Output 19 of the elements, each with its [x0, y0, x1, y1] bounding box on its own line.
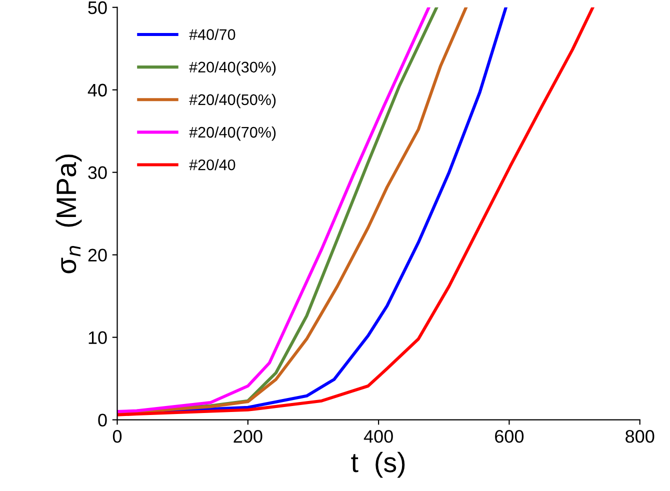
y-tick-label: 0 — [98, 414, 107, 427]
y-tick-label: 50 — [88, 1, 107, 14]
legend-label: #40/70 — [189, 28, 236, 40]
y-tick-label: 20 — [88, 248, 107, 262]
x-tick-label: 600 — [495, 430, 524, 443]
y-tick-label: 40 — [88, 84, 107, 97]
y-axis-title: σ$_{n}$ (MPa) — [56, 154, 82, 274]
legend-label: #20/40(50%) — [189, 94, 276, 108]
x-tick-label: 800 — [626, 430, 654, 443]
legend-label: #20/40(70%) — [189, 126, 276, 141]
x-tick-label: 0 — [112, 430, 122, 443]
legend-label: #20/40(30%) — [189, 61, 276, 76]
legend-label: #20/40 — [189, 159, 236, 170]
x-tick-label: 400 — [364, 430, 393, 443]
x-axis-title: t (s) — [351, 452, 405, 478]
y-tick-label: 10 — [88, 331, 107, 344]
x-tick-label: 200 — [234, 430, 262, 443]
y-tick-label: 30 — [88, 166, 107, 180]
line-series — [117, 7, 594, 416]
